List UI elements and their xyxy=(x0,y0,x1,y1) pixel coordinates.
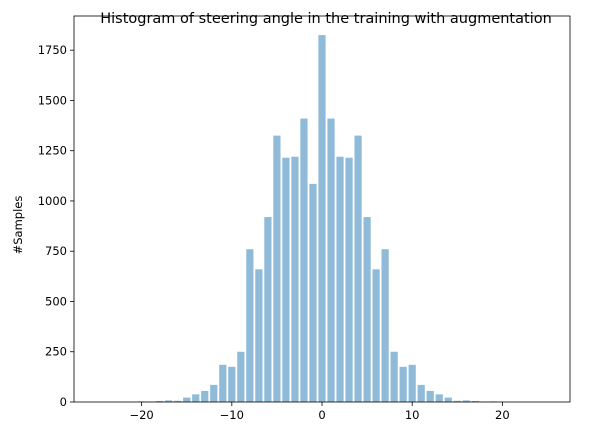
histogram-bar xyxy=(228,366,236,402)
histogram-bar xyxy=(309,183,317,402)
histogram-bar xyxy=(174,400,182,402)
histogram-bar xyxy=(273,135,281,402)
histogram-bar xyxy=(327,118,335,402)
histogram-bar xyxy=(444,397,452,402)
histogram-bar xyxy=(201,390,209,402)
histogram-bar xyxy=(345,157,353,402)
histogram-bar xyxy=(291,156,299,402)
histogram-bar xyxy=(237,351,245,402)
bars-group xyxy=(138,35,497,402)
histogram-bar xyxy=(453,400,461,402)
histogram-bar xyxy=(372,269,380,402)
y-axis-label: #Samples xyxy=(11,196,25,255)
x-tick-label: −20 xyxy=(129,408,153,422)
y-tick-label: 0 xyxy=(60,395,67,409)
histogram-bar xyxy=(408,364,416,402)
histogram-bar xyxy=(318,35,326,402)
y-tick-label: 750 xyxy=(45,244,67,258)
histogram-bar xyxy=(183,397,191,402)
histogram-bar xyxy=(282,157,290,402)
histogram-bar xyxy=(255,269,263,402)
y-axis: 0 250 500 750 1000 1250 1500 1750 xyxy=(38,43,74,409)
histogram-bar xyxy=(219,364,227,402)
y-tick-label: 250 xyxy=(45,345,67,359)
histogram-bar xyxy=(462,400,470,402)
y-tick-label: 1250 xyxy=(38,144,67,158)
histogram-bar xyxy=(435,394,443,402)
histogram-bar xyxy=(471,400,479,402)
histogram-bar xyxy=(300,118,308,402)
x-axis: −20 −10 0 10 20 xyxy=(129,402,510,422)
chart-title: Histogram of steering angle in the train… xyxy=(100,11,552,27)
histogram-bar xyxy=(399,366,407,402)
histogram-bar xyxy=(192,394,200,402)
histogram-bar xyxy=(354,135,362,402)
histogram-bar xyxy=(336,156,344,402)
y-tick-label: 1750 xyxy=(38,43,67,57)
histogram-bar xyxy=(363,217,371,402)
x-tick-label: 10 xyxy=(405,408,420,422)
histogram-bar xyxy=(210,384,218,402)
x-tick-label: −10 xyxy=(220,408,244,422)
y-tick-label: 1500 xyxy=(38,93,67,107)
y-tick-label: 500 xyxy=(45,294,67,308)
histogram-bar xyxy=(165,400,173,402)
histogram-bar xyxy=(417,384,425,402)
x-tick-label: 20 xyxy=(495,408,510,422)
histogram-bar xyxy=(381,249,389,402)
histogram-bar xyxy=(390,351,398,402)
histogram-bar xyxy=(156,400,164,402)
histogram-bar xyxy=(264,217,272,402)
y-tick-label: 1000 xyxy=(38,194,67,208)
histogram-bar xyxy=(246,249,254,402)
plot-frame xyxy=(73,15,571,403)
x-tick-label: 0 xyxy=(318,408,325,422)
histogram-bar xyxy=(426,390,434,402)
